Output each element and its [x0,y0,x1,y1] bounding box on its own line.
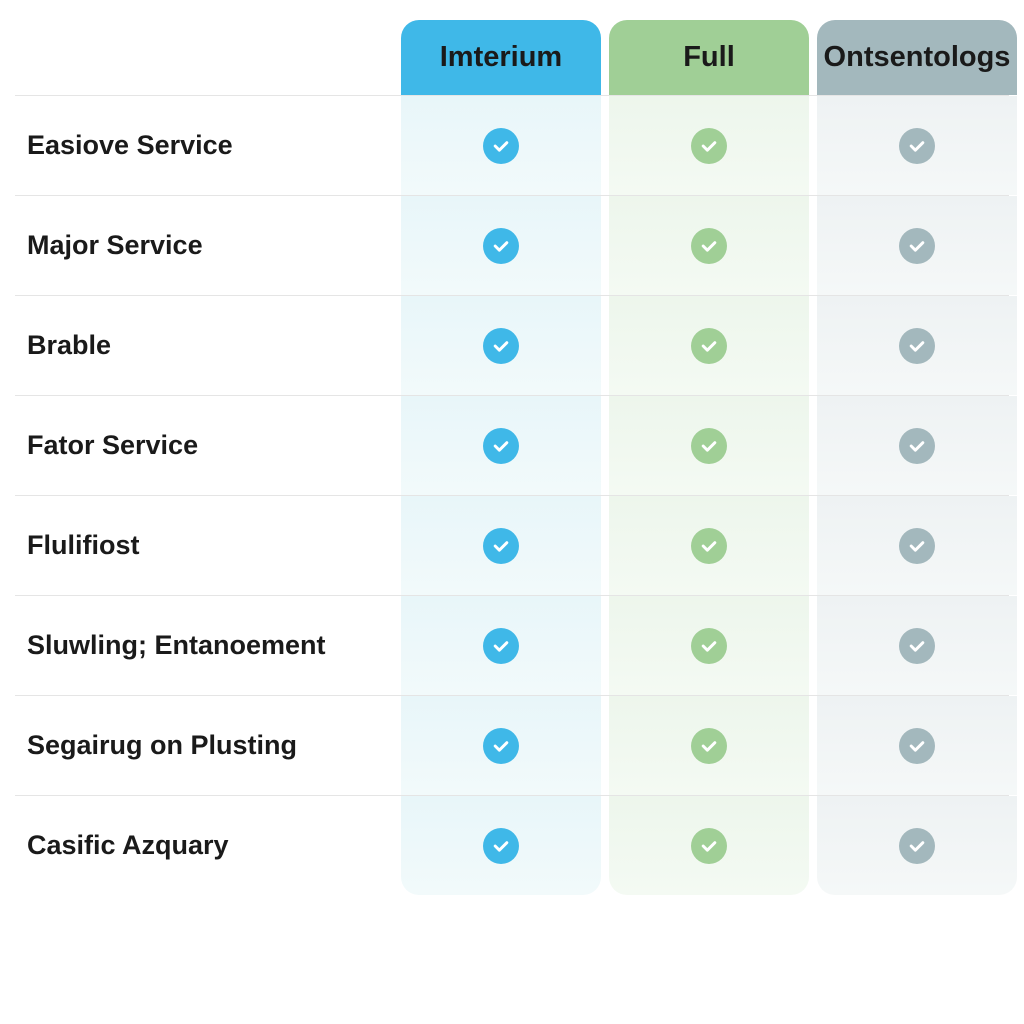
plan-cell [609,196,809,295]
plan-cell [609,696,809,795]
table-row: Sluwling; Entanoement [15,595,1009,695]
plan-header-row: Imterium Full Ontsentologs [15,20,1009,95]
check-icon [483,228,519,264]
plan-cell [817,96,1017,195]
plan-cell [609,96,809,195]
plan-cell [817,696,1017,795]
plan-cell [401,596,601,695]
check-icon [899,328,935,364]
plan-cell [817,196,1017,295]
check-icon [899,228,935,264]
plan-header-1: Imterium [401,20,601,95]
check-icon [483,328,519,364]
table-row: Flulifiost [15,495,1009,595]
table-row: Brable [15,295,1009,395]
plan-header-2: Full [609,20,809,95]
table-row: Casific Azquary [15,795,1009,895]
check-icon [899,428,935,464]
check-icon [483,628,519,664]
check-icon [483,428,519,464]
feature-label: Fator Service [15,396,393,495]
check-icon [899,628,935,664]
plan-cell [401,96,601,195]
plan-cell [817,296,1017,395]
plan-cell [609,496,809,595]
plan-cell [609,796,809,895]
plan-cell [401,696,601,795]
feature-label: Casific Azquary [15,796,393,895]
check-icon [691,228,727,264]
check-icon [691,428,727,464]
plan-cell [817,796,1017,895]
plan-cell [401,496,601,595]
plan-cell [609,296,809,395]
plan-cell [817,496,1017,595]
header-spacer [15,20,393,95]
plan-cell [401,196,601,295]
feature-label: Segairug on Plusting [15,696,393,795]
check-icon [691,628,727,664]
check-icon [691,328,727,364]
plan-cell [401,396,601,495]
plan-cell [609,596,809,695]
check-icon [483,528,519,564]
feature-label: Flulifiost [15,496,393,595]
plan-cell [401,296,601,395]
table-row: Fator Service [15,395,1009,495]
check-icon [691,528,727,564]
plan-cell [609,396,809,495]
table-row: Segairug on Plusting [15,695,1009,795]
plan-cell [817,396,1017,495]
check-icon [691,128,727,164]
comparison-table: Imterium Full Ontsentologs Easiove Servi… [15,20,1009,895]
feature-label: Brable [15,296,393,395]
feature-label: Sluwling; Entanoement [15,596,393,695]
table-row: Major Service [15,195,1009,295]
check-icon [899,828,935,864]
plan-cell [817,596,1017,695]
feature-label: Major Service [15,196,393,295]
check-icon [899,728,935,764]
table-row: Easiove Service [15,95,1009,195]
check-icon [899,528,935,564]
check-icon [483,828,519,864]
plan-cell [401,796,601,895]
plan-header-3: Ontsentologs [817,20,1017,95]
check-icon [691,728,727,764]
check-icon [483,728,519,764]
check-icon [483,128,519,164]
check-icon [691,828,727,864]
feature-label: Easiove Service [15,96,393,195]
check-icon [899,128,935,164]
